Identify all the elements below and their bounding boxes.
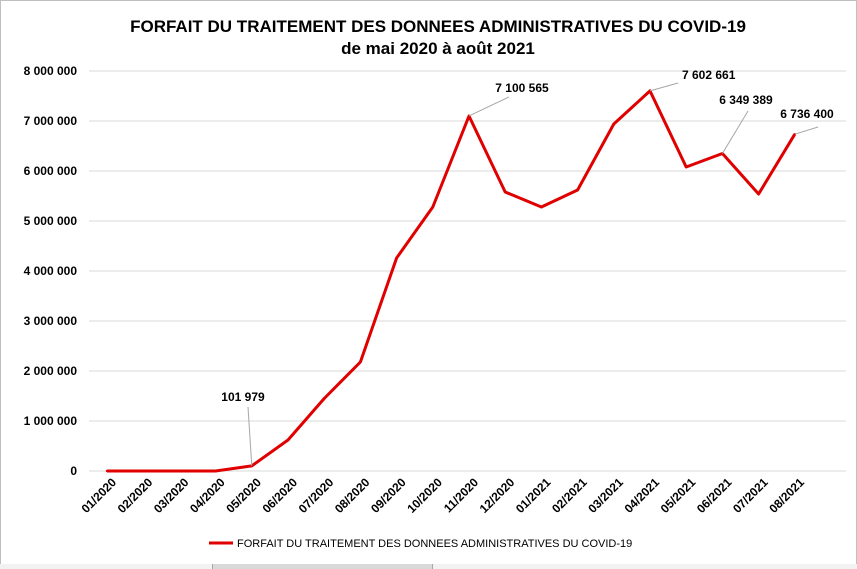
- data-label-leader: [794, 126, 819, 135]
- data-label-leader: [247, 406, 253, 466]
- data-point: [540, 205, 543, 209]
- data-point: [576, 188, 579, 192]
- series-line: [107, 89, 797, 473]
- y-tick-label: 7 000 000: [24, 114, 78, 128]
- x-tick-label: 01/2020: [79, 475, 120, 516]
- x-tick-label: 04/2020: [187, 475, 228, 516]
- x-tick-label: 03/2021: [585, 475, 626, 516]
- data-label: 6 349 389: [719, 93, 773, 107]
- sheet-segment-left: [0, 564, 213, 569]
- data-point: [105, 469, 109, 473]
- x-tick-label: 12/2020: [477, 475, 518, 516]
- y-tick-label: 5 000 000: [24, 214, 78, 228]
- chart-title: FORFAIT DU TRAITEMENT DES DONNEES ADMINI…: [130, 17, 746, 36]
- x-tick-label: 07/2020: [296, 475, 337, 516]
- data-point: [178, 469, 181, 473]
- x-tick-label: 02/2021: [549, 475, 590, 516]
- y-tick-label: 2 000 000: [24, 364, 78, 378]
- x-tick-label: 05/2021: [658, 475, 699, 516]
- y-tick-label: 8 000 000: [24, 64, 78, 78]
- y-tick-label: 1 000 000: [24, 414, 78, 428]
- data-point: [431, 205, 434, 209]
- y-tick-label: 3 000 000: [24, 314, 78, 328]
- data-label-leader: [721, 110, 749, 154]
- data-point: [612, 122, 615, 126]
- data-point: [214, 469, 217, 473]
- data-label: 7 602 661: [682, 68, 736, 82]
- x-tick-label: 05/2020: [223, 475, 264, 516]
- data-label: 101 979: [221, 390, 265, 404]
- x-tick-label: 08/2020: [332, 475, 373, 516]
- y-axis: 0 1 000 000 2 000 000 3 000 000 4 000 000 5 0…: [24, 64, 78, 478]
- sheet-bottom-strip: [0, 564, 857, 569]
- data-label-leader: [468, 96, 510, 117]
- data-label: 7 100 565: [495, 81, 549, 95]
- x-tick-label: 07/2021: [730, 475, 771, 516]
- data-point: [395, 256, 398, 260]
- x-tick-label: 06/2021: [694, 475, 735, 516]
- legend: FORFAIT DU TRAITEMENT DES DONNEES ADMINI…: [209, 538, 632, 550]
- x-tick-label: 01/2021: [513, 475, 554, 516]
- x-tick-label: 06/2020: [260, 475, 301, 516]
- y-tick-label: 0: [70, 464, 77, 478]
- y-tick-label: 4 000 000: [24, 264, 78, 278]
- sheet-segment-right: [432, 564, 857, 569]
- data-point: [142, 469, 145, 473]
- x-tick-label: 09/2020: [368, 475, 409, 516]
- data-point: [504, 190, 507, 194]
- data-point: [359, 360, 362, 364]
- x-tick-label: 08/2021: [766, 475, 807, 516]
- data-point: [323, 397, 326, 400]
- grid-lines: [89, 70, 846, 472]
- x-tick-label: 10/2020: [404, 475, 445, 516]
- x-tick-label: 02/2020: [115, 475, 156, 516]
- x-tick-label: 03/2020: [151, 475, 192, 516]
- data-label: 6 736 400: [780, 107, 834, 121]
- data-point: [286, 438, 290, 442]
- y-tick-label: 6 000 000: [24, 164, 78, 178]
- data-label-leader: [649, 82, 679, 92]
- data-labels: 101 979 7 100 565 7 602 661 6 349 389 6 736 …: [221, 68, 834, 466]
- x-axis: 01/202002/202003/202004/202005/202006/20…: [79, 475, 808, 516]
- x-tick-label: 11/2020: [441, 475, 481, 515]
- legend-label: FORFAIT DU TRAITEMENT DES DONNEES ADMINI…: [237, 538, 632, 550]
- series-layer: [105, 89, 797, 473]
- data-point: [757, 192, 760, 196]
- x-tick-label: 04/2021: [622, 475, 663, 516]
- chart-subtitle: de mai 2020 à août 2021: [341, 39, 535, 58]
- data-point: [685, 165, 688, 169]
